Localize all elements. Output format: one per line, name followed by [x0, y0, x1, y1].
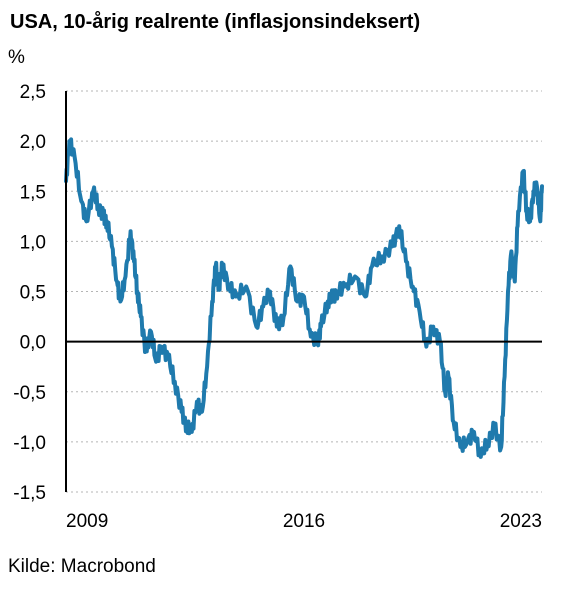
y-tick-label: 1,5	[20, 182, 46, 203]
chart-title: USA, 10-årig realrente (inflasjonsindeks…	[10, 10, 420, 33]
y-tick-label: 2,0	[20, 132, 46, 153]
x-tick-label: 2009	[66, 511, 108, 532]
source-note: Kilde: Macrobond	[8, 556, 156, 577]
x-tick-labels: 2009 2016 2023	[66, 511, 542, 532]
y-tick-labels: 2,5 2,0 1,5 1,0 0,5 0,0 -0,5 -1,0 -1,5	[13, 82, 46, 504]
y-tick-label: -1,0	[13, 433, 46, 454]
y-tick-label: 0,5	[20, 283, 46, 304]
series-line	[64, 137, 544, 459]
x-tick-label: 2023	[500, 511, 542, 532]
y-tick-label: 2,5	[20, 82, 46, 103]
y-tick-label: 0,0	[20, 333, 46, 354]
y-tick-label: 1,0	[20, 232, 46, 253]
y-tick-label: -1,5	[13, 483, 46, 504]
y-tick-label: -0,5	[13, 383, 46, 404]
x-tick-label: 2016	[283, 511, 325, 532]
y-axis-unit-label: %	[8, 47, 25, 68]
